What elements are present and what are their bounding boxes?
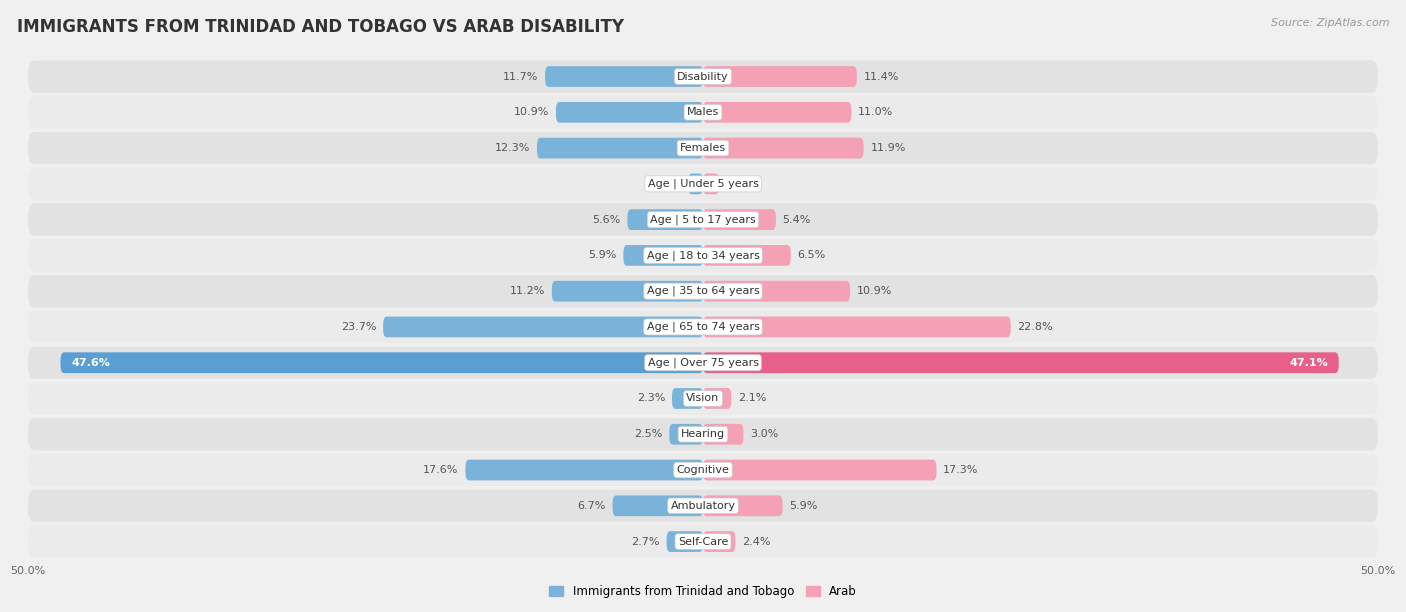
FancyBboxPatch shape <box>28 526 1378 558</box>
Text: 17.3%: 17.3% <box>943 465 979 475</box>
FancyBboxPatch shape <box>28 61 1378 92</box>
Text: IMMIGRANTS FROM TRINIDAD AND TOBAGO VS ARAB DISABILITY: IMMIGRANTS FROM TRINIDAD AND TOBAGO VS A… <box>17 18 624 36</box>
FancyBboxPatch shape <box>688 173 703 194</box>
FancyBboxPatch shape <box>703 173 720 194</box>
FancyBboxPatch shape <box>551 281 703 302</box>
Text: 1.2%: 1.2% <box>725 179 755 189</box>
Text: 11.9%: 11.9% <box>870 143 905 153</box>
FancyBboxPatch shape <box>60 353 703 373</box>
Text: 6.7%: 6.7% <box>578 501 606 511</box>
Text: Age | 5 to 17 years: Age | 5 to 17 years <box>650 214 756 225</box>
Text: Age | 65 to 74 years: Age | 65 to 74 years <box>647 322 759 332</box>
FancyBboxPatch shape <box>28 382 1378 414</box>
Text: Source: ZipAtlas.com: Source: ZipAtlas.com <box>1271 18 1389 28</box>
FancyBboxPatch shape <box>465 460 703 480</box>
FancyBboxPatch shape <box>703 66 856 87</box>
FancyBboxPatch shape <box>627 209 703 230</box>
FancyBboxPatch shape <box>703 138 863 159</box>
FancyBboxPatch shape <box>555 102 703 122</box>
Legend: Immigrants from Trinidad and Tobago, Arab: Immigrants from Trinidad and Tobago, Ara… <box>544 580 862 603</box>
Text: Males: Males <box>688 107 718 118</box>
Text: 22.8%: 22.8% <box>1018 322 1053 332</box>
FancyBboxPatch shape <box>703 102 852 122</box>
Text: Cognitive: Cognitive <box>676 465 730 475</box>
Text: 2.4%: 2.4% <box>742 537 770 547</box>
FancyBboxPatch shape <box>28 96 1378 129</box>
Text: 2.7%: 2.7% <box>631 537 659 547</box>
FancyBboxPatch shape <box>28 275 1378 307</box>
FancyBboxPatch shape <box>703 353 1339 373</box>
Text: 6.5%: 6.5% <box>797 250 825 260</box>
FancyBboxPatch shape <box>28 346 1378 379</box>
FancyBboxPatch shape <box>703 496 783 516</box>
Text: 5.6%: 5.6% <box>592 215 620 225</box>
FancyBboxPatch shape <box>669 424 703 445</box>
FancyBboxPatch shape <box>703 209 776 230</box>
Text: 5.4%: 5.4% <box>783 215 811 225</box>
FancyBboxPatch shape <box>28 454 1378 486</box>
FancyBboxPatch shape <box>28 132 1378 164</box>
Text: Ambulatory: Ambulatory <box>671 501 735 511</box>
Text: Females: Females <box>681 143 725 153</box>
FancyBboxPatch shape <box>382 316 703 337</box>
Text: 12.3%: 12.3% <box>495 143 530 153</box>
FancyBboxPatch shape <box>703 424 744 445</box>
Text: 2.1%: 2.1% <box>738 394 766 403</box>
Text: Self-Care: Self-Care <box>678 537 728 547</box>
Text: Age | 18 to 34 years: Age | 18 to 34 years <box>647 250 759 261</box>
Text: 5.9%: 5.9% <box>588 250 617 260</box>
FancyBboxPatch shape <box>28 490 1378 522</box>
FancyBboxPatch shape <box>703 245 790 266</box>
FancyBboxPatch shape <box>703 281 851 302</box>
FancyBboxPatch shape <box>672 388 703 409</box>
FancyBboxPatch shape <box>28 239 1378 272</box>
FancyBboxPatch shape <box>703 460 936 480</box>
Text: 5.9%: 5.9% <box>789 501 818 511</box>
Text: 11.7%: 11.7% <box>503 72 538 81</box>
Text: 2.5%: 2.5% <box>634 429 662 439</box>
FancyBboxPatch shape <box>703 388 731 409</box>
Text: 10.9%: 10.9% <box>856 286 893 296</box>
Text: 47.6%: 47.6% <box>72 358 110 368</box>
Text: 11.4%: 11.4% <box>863 72 898 81</box>
FancyBboxPatch shape <box>546 66 703 87</box>
Text: 47.1%: 47.1% <box>1289 358 1327 368</box>
FancyBboxPatch shape <box>28 418 1378 450</box>
Text: 11.0%: 11.0% <box>858 107 893 118</box>
Text: Vision: Vision <box>686 394 720 403</box>
Text: Disability: Disability <box>678 72 728 81</box>
Text: 11.2%: 11.2% <box>510 286 546 296</box>
FancyBboxPatch shape <box>666 531 703 552</box>
Text: Hearing: Hearing <box>681 429 725 439</box>
FancyBboxPatch shape <box>703 531 735 552</box>
FancyBboxPatch shape <box>703 316 1011 337</box>
Text: 2.3%: 2.3% <box>637 394 665 403</box>
Text: 1.1%: 1.1% <box>654 179 682 189</box>
FancyBboxPatch shape <box>28 204 1378 236</box>
Text: 17.6%: 17.6% <box>423 465 458 475</box>
FancyBboxPatch shape <box>613 496 703 516</box>
FancyBboxPatch shape <box>623 245 703 266</box>
Text: 23.7%: 23.7% <box>340 322 377 332</box>
Text: Age | Under 5 years: Age | Under 5 years <box>648 179 758 189</box>
Text: Age | 35 to 64 years: Age | 35 to 64 years <box>647 286 759 296</box>
Text: 3.0%: 3.0% <box>751 429 779 439</box>
FancyBboxPatch shape <box>28 311 1378 343</box>
FancyBboxPatch shape <box>28 168 1378 200</box>
Text: 10.9%: 10.9% <box>513 107 550 118</box>
Text: Age | Over 75 years: Age | Over 75 years <box>648 357 758 368</box>
FancyBboxPatch shape <box>537 138 703 159</box>
